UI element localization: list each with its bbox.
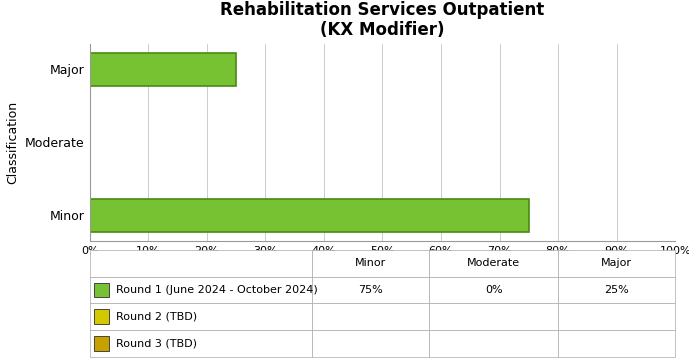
Bar — [90, 330, 312, 357]
Text: 0%: 0% — [485, 285, 502, 295]
Bar — [94, 309, 109, 324]
Bar — [94, 283, 109, 297]
Bar — [312, 303, 429, 330]
Bar — [312, 250, 429, 277]
Text: Round 2 (TBD): Round 2 (TBD) — [116, 312, 197, 322]
Bar — [312, 330, 429, 357]
Bar — [429, 330, 558, 357]
Bar — [90, 303, 312, 330]
Bar — [90, 53, 236, 86]
Bar — [558, 303, 675, 330]
Bar — [558, 277, 675, 303]
Bar — [429, 277, 558, 303]
Bar — [429, 250, 558, 277]
Title: Rehabilitation Services Outpatient
(KX Modifier): Rehabilitation Services Outpatient (KX M… — [220, 1, 544, 39]
Text: Round 3 (TBD): Round 3 (TBD) — [116, 339, 197, 348]
Y-axis label: Classification: Classification — [6, 101, 19, 184]
Text: 75%: 75% — [358, 285, 383, 295]
Bar — [312, 277, 429, 303]
Bar — [558, 330, 675, 357]
Text: Round 1 (June 2024 - October 2024): Round 1 (June 2024 - October 2024) — [116, 285, 318, 295]
Bar — [94, 336, 109, 351]
Text: 25%: 25% — [604, 285, 629, 295]
Bar — [90, 277, 312, 303]
Bar — [558, 250, 675, 277]
Text: Minor: Minor — [355, 258, 387, 268]
Bar — [90, 199, 529, 232]
Bar — [429, 303, 558, 330]
Text: Moderate: Moderate — [467, 258, 520, 268]
Bar — [90, 250, 312, 277]
Text: Major: Major — [601, 258, 632, 268]
